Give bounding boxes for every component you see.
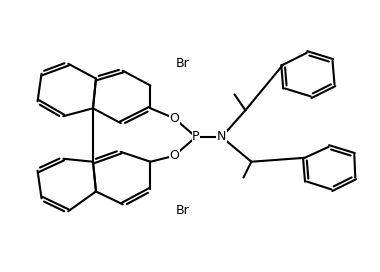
Text: O: O bbox=[169, 149, 179, 162]
Text: Br: Br bbox=[176, 57, 190, 70]
Text: O: O bbox=[169, 112, 179, 125]
Text: P: P bbox=[192, 131, 200, 144]
Text: N: N bbox=[217, 131, 226, 144]
Text: Br: Br bbox=[176, 204, 190, 217]
